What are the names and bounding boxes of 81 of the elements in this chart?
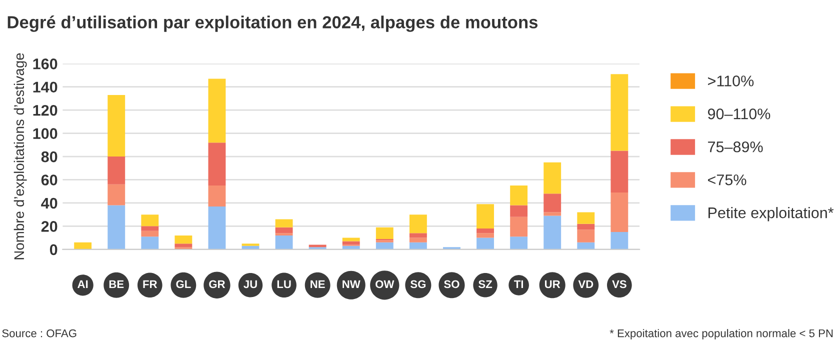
x-tick-label: VS xyxy=(612,280,626,288)
bar xyxy=(376,242,394,250)
bar xyxy=(208,186,226,206)
bar xyxy=(141,236,159,250)
y-tick-label: 40 xyxy=(41,198,58,209)
x-tick-label: OW xyxy=(376,280,394,288)
y-tick-label: 140 xyxy=(33,82,58,93)
x-tick-label: UR xyxy=(544,280,560,288)
bar xyxy=(476,204,494,228)
bar xyxy=(577,224,595,230)
y-tick-label: 20 xyxy=(41,221,58,232)
bar xyxy=(544,194,562,212)
bar xyxy=(476,233,494,238)
bar xyxy=(510,205,528,217)
bar xyxy=(141,230,159,237)
bar xyxy=(208,206,226,250)
bar xyxy=(510,186,528,206)
y-tick-label: 100 xyxy=(33,128,58,139)
legend-label: Petite exploitation* xyxy=(708,206,834,222)
bar xyxy=(409,214,427,234)
x-tick-label: BE xyxy=(109,280,124,288)
bar xyxy=(275,219,293,228)
bar xyxy=(108,156,126,184)
bar xyxy=(342,238,360,242)
bar xyxy=(108,184,126,206)
y-tick-label: 80 xyxy=(41,151,58,162)
bar xyxy=(409,238,427,242)
x-tick-label: SO xyxy=(444,280,460,288)
legend-label: >110% xyxy=(708,76,754,86)
bar xyxy=(74,242,92,250)
bar xyxy=(610,192,628,232)
bar xyxy=(108,205,126,250)
bar xyxy=(141,214,159,226)
bar xyxy=(409,242,427,250)
x-tick-label: GR xyxy=(209,280,226,288)
legend-label: 75–89% xyxy=(708,141,763,152)
x-tick-label: NE xyxy=(310,280,325,288)
chart-title: Degré d’utilisation par exploitation en 2024, alpages de moutons xyxy=(8,15,538,32)
x-tick-label: AI xyxy=(78,280,88,288)
bar xyxy=(174,244,192,248)
bar xyxy=(376,227,394,239)
bar xyxy=(577,230,595,242)
y-axis-title: Nombre d’exploitations d’estivage xyxy=(14,53,27,260)
y-tick-label: 60 xyxy=(41,174,58,186)
y-tick-label: 0 xyxy=(50,244,58,256)
bar xyxy=(610,74,628,151)
bar xyxy=(275,227,293,234)
x-tick-label: SG xyxy=(410,280,426,288)
bar xyxy=(275,235,293,250)
x-tick-label: JU xyxy=(244,280,257,288)
x-tick-label: GL xyxy=(176,280,191,288)
legend-label: <75% xyxy=(708,174,746,186)
source-note: Source : OFAG xyxy=(2,329,76,338)
bar xyxy=(342,241,360,245)
bar xyxy=(174,235,192,244)
bar xyxy=(610,150,628,193)
bar xyxy=(577,212,595,224)
bar xyxy=(544,216,562,250)
x-tick-label: TI xyxy=(514,280,523,288)
bar xyxy=(577,242,595,250)
text: * Expoitation avec population normale < 5 PN xyxy=(610,329,833,340)
x-tick-label: FR xyxy=(143,280,158,288)
bar xyxy=(610,232,628,250)
bar xyxy=(544,212,562,216)
y-tick-label: 160 xyxy=(33,58,58,70)
bar xyxy=(510,236,528,250)
bar xyxy=(476,228,494,234)
bar xyxy=(108,94,126,157)
bar xyxy=(409,233,427,238)
x-tick-label: LU xyxy=(277,280,291,288)
bar xyxy=(544,162,562,194)
x-tick-label: NW xyxy=(342,280,360,288)
legend-label: 90–110% xyxy=(708,108,770,120)
x-tick-label: SZ xyxy=(478,280,492,288)
bar xyxy=(208,142,226,186)
bar xyxy=(141,226,159,231)
bar xyxy=(510,216,528,237)
y-tick-label: 120 xyxy=(33,104,58,116)
bar xyxy=(208,78,226,143)
bar xyxy=(476,238,494,250)
x-tick-label: VD xyxy=(578,280,594,288)
